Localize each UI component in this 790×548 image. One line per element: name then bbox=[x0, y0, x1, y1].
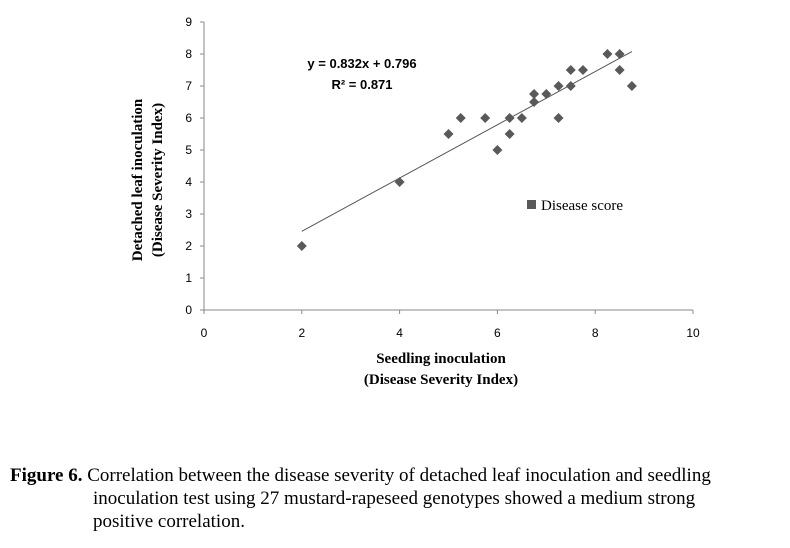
data-point bbox=[529, 89, 540, 99]
data-point bbox=[394, 177, 405, 187]
y-tick-label: 9 bbox=[185, 15, 192, 29]
y-axis-ticks: 0 1 2 3 4 5 6 7 8 9 bbox=[185, 15, 204, 317]
figure-caption: Figure 6. Correlation between the diseas… bbox=[10, 464, 785, 533]
data-point bbox=[626, 81, 637, 91]
data-point bbox=[565, 65, 576, 75]
legend-label: Disease score bbox=[541, 198, 623, 214]
x-axis-ticks: 0 2 4 6 8 10 bbox=[201, 310, 700, 340]
data-point bbox=[443, 129, 454, 139]
y-tick-label: 1 bbox=[185, 271, 192, 285]
x-tick-label: 0 bbox=[201, 326, 208, 340]
data-point bbox=[504, 113, 515, 123]
x-axis-title-line1: Seedling inoculation bbox=[376, 351, 506, 367]
data-point bbox=[565, 81, 576, 91]
scatter-chart: 0 1 2 3 4 5 6 7 8 9 0 2 4 6 8 10 y = 0.832x + 0.796 R²… bbox=[130, 15, 700, 388]
y-tick-label: 5 bbox=[185, 143, 192, 157]
x-axis-title-line2: (Disease Severity Index) bbox=[364, 372, 518, 388]
data-point bbox=[541, 89, 552, 99]
y-tick-label: 6 bbox=[185, 111, 192, 125]
x-tick-label: 8 bbox=[592, 326, 599, 340]
x-tick-label: 6 bbox=[494, 326, 501, 340]
data-point bbox=[529, 97, 540, 107]
data-point bbox=[480, 113, 491, 123]
data-point bbox=[602, 49, 613, 59]
legend-marker bbox=[527, 200, 536, 209]
data-point bbox=[614, 49, 625, 59]
data-point bbox=[504, 129, 515, 139]
caption-text-1: Correlation between the disease severity… bbox=[87, 465, 711, 486]
y-tick-label: 8 bbox=[185, 47, 192, 61]
trendline bbox=[301, 51, 633, 232]
y-tick-label: 0 bbox=[185, 303, 192, 317]
x-tick-label: 2 bbox=[298, 326, 305, 340]
data-points bbox=[296, 49, 637, 251]
data-point bbox=[516, 113, 527, 123]
caption-label: Figure 6. bbox=[10, 465, 83, 486]
data-point bbox=[553, 113, 564, 123]
trendline-equation: y = 0.832x + 0.796 bbox=[307, 56, 416, 71]
y-axis-title-line2: (Disease Severity Index) bbox=[150, 103, 166, 257]
r-squared-label: R² = 0.871 bbox=[331, 77, 392, 92]
caption-line-3: positive correlation. bbox=[93, 511, 245, 532]
data-point bbox=[455, 113, 466, 123]
x-tick-label: 10 bbox=[686, 326, 700, 340]
data-point bbox=[553, 81, 564, 91]
y-tick-label: 7 bbox=[185, 79, 192, 93]
caption-line-1: Figure 6. Correlation between the diseas… bbox=[10, 464, 785, 487]
y-tick-label: 3 bbox=[185, 207, 192, 221]
data-point bbox=[614, 65, 625, 75]
data-point bbox=[492, 145, 503, 155]
y-tick-label: 4 bbox=[185, 175, 192, 189]
y-tick-label: 2 bbox=[185, 239, 192, 253]
data-point bbox=[577, 65, 588, 75]
data-point bbox=[296, 241, 307, 251]
x-tick-label: 4 bbox=[396, 326, 403, 340]
caption-line-2: inoculation test using 27 mustard-rapese… bbox=[93, 488, 696, 509]
y-axis-title-line1: Detached leaf inoculation bbox=[130, 98, 146, 261]
